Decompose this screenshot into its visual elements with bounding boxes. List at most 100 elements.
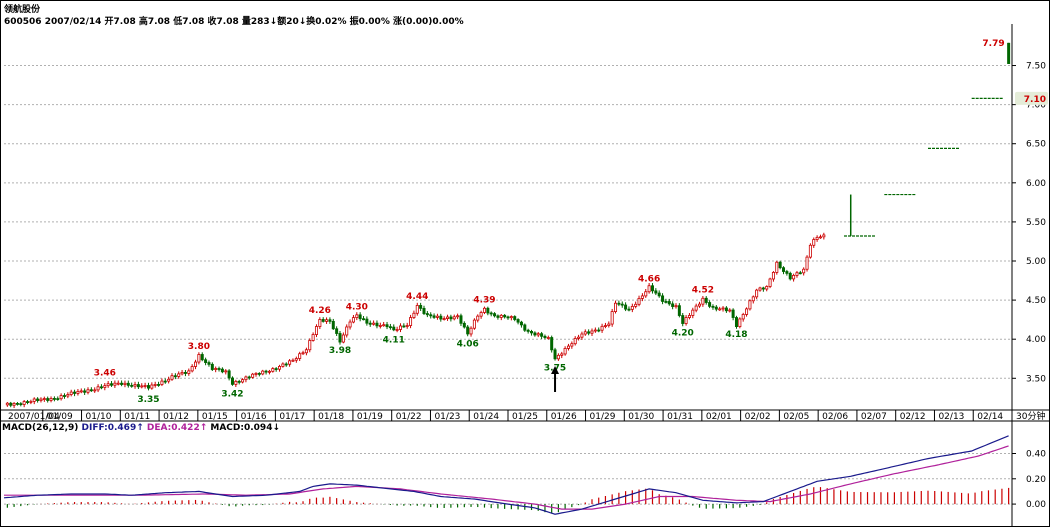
price-annotation: 4.44 (406, 292, 428, 302)
date-tick-label: 01/19 (357, 412, 383, 422)
candle-body (449, 316, 453, 320)
candle-body (187, 370, 191, 374)
candle-body (335, 328, 339, 334)
candle-body (556, 354, 560, 360)
candle-body (587, 331, 591, 334)
candle-body (782, 267, 786, 272)
candle-body (22, 401, 26, 405)
candle-body (452, 316, 456, 320)
candle-body (113, 382, 117, 386)
candle-body (627, 308, 631, 311)
candle-body (634, 303, 638, 307)
candle-body (822, 234, 826, 238)
date-tick-label: 01/25 (512, 412, 538, 422)
candle-body (644, 291, 648, 297)
candle-body (271, 368, 275, 372)
candle-body (429, 314, 433, 317)
candle-body (459, 315, 463, 324)
candle-body (758, 287, 762, 291)
candle-body (761, 287, 765, 290)
candle-body (123, 382, 127, 385)
macd-diff-value: DIFF:0.469↑ (81, 423, 144, 433)
price-annotation: 4.30 (346, 303, 368, 313)
candle-body (462, 322, 466, 328)
candle-body (815, 236, 819, 240)
candle-body (446, 316, 450, 319)
candle-body (415, 305, 419, 314)
candle-body (150, 384, 154, 389)
date-tick-label: 01/29 (590, 412, 616, 422)
arrow-head (551, 366, 560, 374)
price-annotation: 4.20 (672, 329, 694, 339)
candle-body (657, 292, 661, 297)
candle-body (553, 349, 557, 360)
candle-body (637, 298, 641, 305)
date-tick-label: 01/30 (628, 412, 654, 422)
candle-body (805, 256, 809, 270)
candle-body (200, 354, 204, 361)
candle-body (5, 402, 9, 406)
candle-body (190, 366, 194, 372)
candle-body (479, 312, 483, 317)
candle-body (56, 398, 60, 400)
candle-body (99, 386, 103, 389)
candle-body (681, 315, 685, 324)
date-tick-label: 02/06 (822, 412, 848, 422)
date-tick-label: 2007/01/04 (8, 412, 60, 422)
candle-body (358, 314, 362, 320)
candle-body (73, 391, 77, 394)
candle-body (325, 319, 329, 322)
candle-body (214, 368, 218, 370)
candle-body (597, 329, 601, 332)
candle-body (261, 370, 265, 375)
macd-dea-line (4, 445, 1009, 510)
interval-label: 30分钟 (1016, 410, 1045, 422)
price-annotation: 3.80 (188, 342, 210, 352)
candle-body (603, 325, 607, 327)
candle-body (311, 334, 315, 341)
candle-body (496, 315, 500, 318)
candle-body (36, 398, 40, 401)
candle-body (167, 378, 171, 382)
candle-body (701, 297, 705, 305)
candle-body (506, 316, 510, 319)
candle-body (341, 334, 345, 343)
candle-body (177, 373, 181, 377)
candle-body (647, 285, 651, 293)
candle-body (802, 268, 806, 274)
candle-body (49, 398, 53, 401)
candle-body (32, 398, 36, 402)
candle-body (667, 301, 671, 305)
candle-body (79, 390, 83, 393)
candle-body (486, 307, 490, 314)
date-tick-label: 02/02 (745, 412, 771, 422)
candle-body (435, 315, 439, 318)
candle-body (536, 333, 540, 336)
candle-body (469, 327, 473, 335)
candle-body (590, 330, 594, 334)
candle-body (355, 314, 359, 319)
candle-body (241, 379, 245, 383)
candle-body (523, 324, 527, 331)
candle-body (12, 403, 16, 406)
candle-body (614, 302, 618, 312)
candle-body (580, 333, 584, 338)
candle-body (503, 314, 507, 318)
candle-body (15, 403, 19, 405)
candle-body (39, 398, 43, 401)
candle-body (318, 319, 322, 327)
candle-body (419, 305, 423, 309)
candle-body (207, 362, 211, 365)
price-tick-label: 5.00 (1026, 257, 1046, 267)
candle-body (694, 305, 698, 311)
candle-body (157, 384, 161, 386)
candle-body (422, 307, 426, 314)
candle-body (237, 380, 241, 383)
candle-body (708, 302, 712, 307)
candle-body (59, 395, 63, 400)
candle-body (392, 326, 396, 331)
candle-body (42, 398, 46, 400)
candle-body (278, 366, 282, 370)
